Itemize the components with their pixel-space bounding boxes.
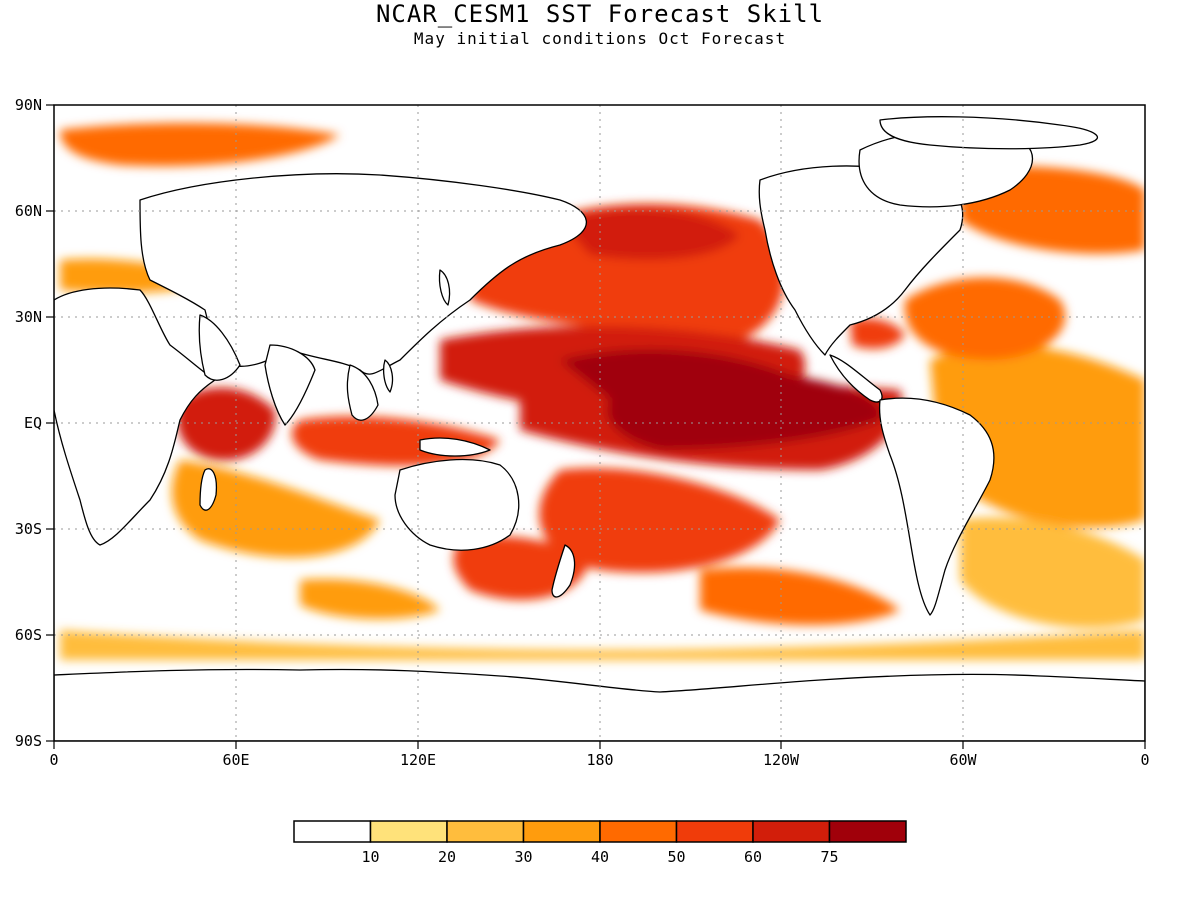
land-india bbox=[264, 344, 316, 426]
colorbar-label-40: 40 bbox=[591, 848, 609, 866]
page-title: NCAR_CESM1 SST Forecast Skill bbox=[375, 0, 825, 28]
lon-label-180: 180 bbox=[586, 751, 613, 769]
lat-label-90s: 90S bbox=[15, 732, 42, 750]
land-africa-eurasia bbox=[54, 287, 216, 546]
colorbar-label-50: 50 bbox=[667, 848, 685, 866]
lon-label-60e: 60E bbox=[222, 751, 249, 769]
lat-label-60n: 60N bbox=[15, 202, 42, 220]
colorbar-label-75: 75 bbox=[820, 848, 838, 866]
colorbar-label-10: 10 bbox=[361, 848, 379, 866]
colorbar-box-6 bbox=[752, 820, 831, 843]
skill-field bbox=[54, 105, 1145, 741]
skill-region-western-indian-ocean bbox=[176, 387, 276, 461]
colorbar-box-5 bbox=[675, 820, 754, 843]
skill-region-gulf-of-mexico bbox=[850, 318, 905, 349]
lon-label-0-left: 0 bbox=[49, 751, 58, 769]
colorbar-box-2 bbox=[446, 820, 525, 843]
land-eurasia bbox=[139, 173, 587, 375]
land-japan bbox=[438, 269, 451, 306]
lat-label-30s: 30S bbox=[15, 520, 42, 538]
map-gridlines bbox=[54, 105, 1145, 741]
lat-axis: 90N 60N 30N EQ 30S 60S 90S bbox=[15, 96, 54, 750]
land-masses bbox=[54, 116, 1145, 741]
lon-label-120w: 120W bbox=[763, 751, 800, 769]
colorbar-label-30: 30 bbox=[514, 848, 532, 866]
skill-region-southern-ocean bbox=[700, 567, 900, 625]
colorbar-box-3 bbox=[522, 820, 601, 843]
skill-region-north-atlantic bbox=[904, 277, 1066, 360]
skill-region-antarctic-fringe bbox=[60, 630, 1145, 660]
land-southeast-asia bbox=[346, 364, 379, 421]
colorbar-box-0 bbox=[293, 820, 372, 843]
page-subtitle: May initial conditions Oct Forecast bbox=[413, 29, 787, 48]
lat-label-60s: 60S bbox=[15, 626, 42, 644]
land-south-america bbox=[878, 397, 995, 616]
land-arctic-islands bbox=[879, 116, 1099, 150]
skill-region-arctic-atlantic bbox=[60, 123, 340, 167]
colorbar-label-60: 60 bbox=[744, 848, 762, 866]
lat-label-90n: 90N bbox=[15, 96, 42, 114]
land-madagascar bbox=[199, 468, 218, 511]
land-philippines bbox=[383, 359, 394, 393]
land-new-zealand bbox=[551, 544, 576, 598]
colorbar: 10 20 30 40 50 60 75 bbox=[293, 820, 907, 866]
land-antarctica bbox=[54, 668, 1145, 741]
colorbar-box-4 bbox=[599, 820, 678, 843]
colorbar-box-7 bbox=[828, 820, 907, 843]
colorbar-box-1 bbox=[369, 820, 448, 843]
lat-label-eq: EQ bbox=[24, 414, 42, 432]
lon-label-0-right: 0 bbox=[1140, 751, 1149, 769]
skill-region-south-atlantic bbox=[960, 517, 1145, 628]
lon-label-120e: 120E bbox=[400, 751, 436, 769]
skill-region-north-pacific-core bbox=[560, 208, 740, 260]
colorbar-label-20: 20 bbox=[438, 848, 456, 866]
lon-label-60w: 60W bbox=[949, 751, 977, 769]
land-arabia bbox=[198, 314, 241, 381]
land-new-guinea bbox=[419, 437, 491, 457]
skill-region-southern-indian-ocean bbox=[171, 460, 380, 558]
lat-label-30n: 30N bbox=[15, 308, 42, 326]
skill-region-south-ocean-indian bbox=[300, 579, 440, 620]
skill-region-south-pacific bbox=[539, 468, 780, 573]
skill-region-equatorial-central-pacific bbox=[560, 349, 882, 450]
lon-axis: 0 60E 120E 180 120W 60W 0 bbox=[49, 741, 1150, 769]
land-australia bbox=[394, 458, 520, 551]
